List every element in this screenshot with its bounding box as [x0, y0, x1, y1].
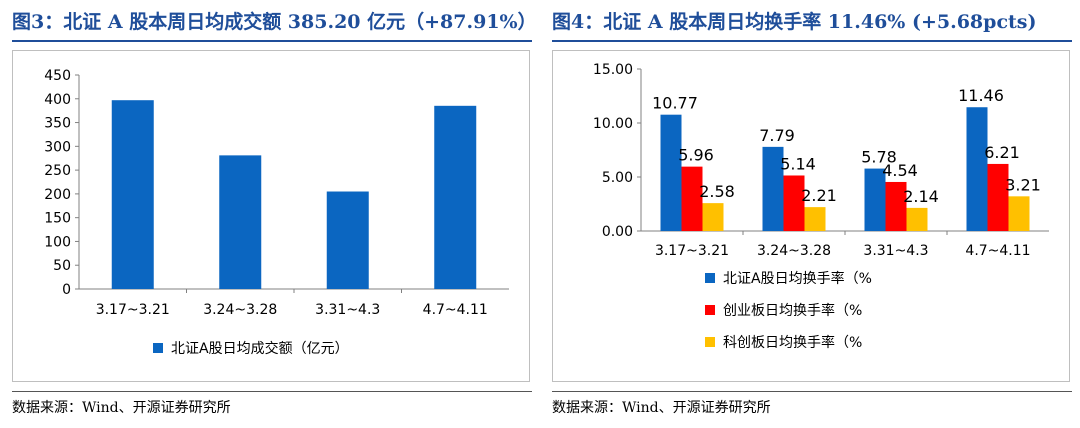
left-chart-frame: 0 50 100 150 200 250 300 350 400 450 3.17~3.21 3.24… [12, 50, 530, 382]
x-tick-label: 4.7~4.11 [965, 243, 1030, 259]
bar [219, 155, 262, 289]
bar [111, 100, 154, 290]
right-chart-frame: 0.00 5.00 10.00 15.00 10.77 5.96 2.58 3.17~3.21… [552, 50, 1070, 382]
left-title-rule [12, 40, 532, 42]
left-figure-panel: 图3：北证 A 股本周日均成交额 385.20 亿元（+87.91%） 0 50 1… [12, 0, 537, 428]
x-tick-label: 4.7~4.11 [423, 302, 488, 318]
right-footer-rule [552, 391, 1072, 392]
y-tick-label: 200 [44, 187, 71, 203]
x-tick-label: 3.31~4.3 [863, 243, 928, 259]
bar [864, 168, 886, 231]
bar [804, 207, 826, 231]
left-figure-title: 图3：北证 A 股本周日均成交额 385.20 亿元（+87.91%） [12, 11, 537, 33]
y-tick-label: 150 [44, 211, 71, 227]
bar [906, 207, 928, 231]
legend-swatch [705, 337, 715, 347]
left-source-note: 数据来源：Wind、开源证券研究所 [12, 400, 231, 416]
bar [885, 181, 907, 231]
data-label: 3.21 [1005, 175, 1041, 194]
legend-label: 北证A股日均换手率（% [723, 270, 872, 287]
data-label: 5.96 [678, 146, 714, 165]
y-tick-label: 10.00 [593, 116, 633, 132]
right-grouped-bar-chart: 0.00 5.00 10.00 15.00 10.77 5.96 2.58 3.17~3.21… [593, 62, 1049, 351]
y-tick-label: 300 [44, 139, 71, 155]
y-tick-label: 15.00 [593, 62, 633, 78]
data-label: 5.14 [780, 154, 816, 173]
data-label: 2.14 [903, 187, 939, 206]
bar [702, 203, 724, 231]
data-label: 6.21 [984, 143, 1020, 162]
y-tick-label: 450 [44, 68, 71, 84]
data-label: 11.46 [958, 86, 1004, 105]
bar [660, 114, 682, 231]
data-label: 2.58 [699, 182, 735, 201]
x-tick-label: 3.17~3.21 [96, 302, 170, 318]
bar [987, 163, 1009, 231]
y-tick-label: 50 [53, 258, 71, 274]
legend-label: 创业板日均换手率（% [723, 302, 862, 319]
y-tick-label: 5.00 [602, 170, 633, 186]
legend-swatch [705, 305, 715, 315]
right-figure-title: 图4：北证 A 股本周日均换手率 11.46% (+5.68pcts) [552, 11, 1037, 33]
y-tick-label: 0 [62, 282, 71, 298]
right-figure-panel: 图4：北证 A 股本周日均换手率 11.46% (+5.68pcts) 0.00… [552, 0, 1072, 428]
bar [326, 191, 369, 289]
x-tick-label: 3.31~4.3 [315, 302, 380, 318]
left-bar-chart: 0 50 100 150 200 250 300 350 400 450 3.17~3.21 3.24… [44, 68, 509, 357]
bar [434, 105, 477, 289]
data-label: 4.54 [882, 161, 918, 180]
data-label: 7.79 [759, 126, 795, 145]
x-tick-label: 3.24~3.28 [203, 302, 277, 318]
bar [783, 175, 805, 231]
legend-swatch [153, 343, 163, 353]
bar [1008, 196, 1030, 231]
left-footer-rule [12, 391, 532, 392]
legend-swatch [705, 273, 715, 283]
legend-label: 科创板日均换手率（% [723, 334, 862, 351]
right-title-rule [552, 40, 1072, 42]
y-tick-label: 0.00 [602, 224, 633, 240]
x-tick-label: 3.17~3.21 [655, 243, 729, 259]
bar [681, 166, 703, 231]
y-tick-label: 400 [44, 92, 71, 108]
data-label: 2.21 [801, 186, 837, 205]
bar [966, 107, 988, 231]
y-tick-label: 250 [44, 163, 71, 179]
bar [762, 146, 784, 231]
right-source-note: 数据来源：Wind、开源证券研究所 [552, 400, 771, 416]
x-tick-label: 3.24~3.28 [757, 243, 831, 259]
data-label: 10.77 [652, 94, 698, 113]
y-tick-label: 350 [44, 116, 71, 132]
data-label: 5.78 [861, 148, 897, 167]
legend-label: 北证A股日均成交额（亿元） [171, 340, 349, 357]
y-tick-label: 100 [44, 234, 71, 250]
